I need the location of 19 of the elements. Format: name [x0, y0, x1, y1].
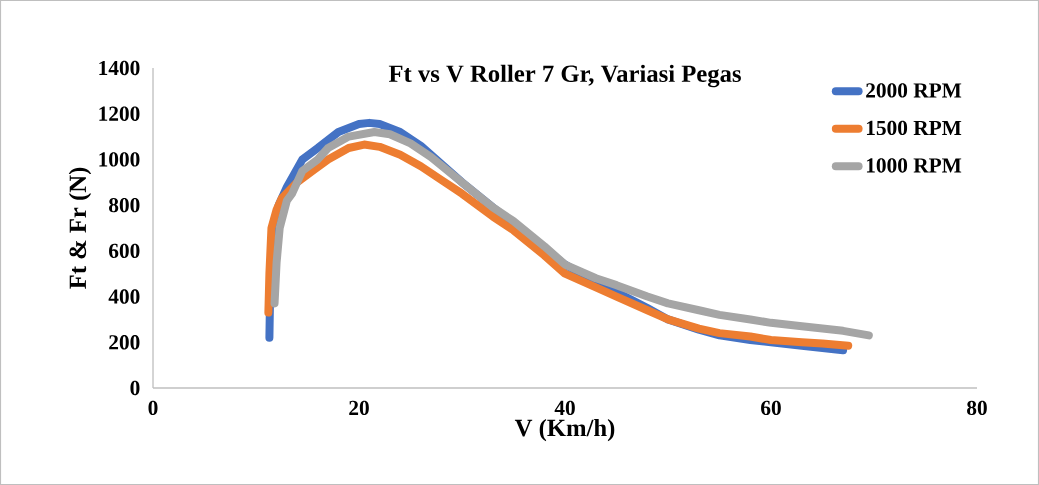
y-tick-label: 1400	[99, 60, 140, 76]
x-tick-label: 60	[761, 400, 781, 416]
y-tick-label: 200	[109, 335, 140, 350]
x-tick-label: 20	[349, 400, 369, 416]
y-tick-label: 400	[108, 289, 140, 304]
legend-label: 1000 RPM	[866, 158, 962, 173]
y-tick-label: 600	[109, 243, 140, 259]
x-tick-label: 80	[967, 400, 987, 416]
x-tick-label: 40	[554, 400, 575, 416]
y-tick-label: 1200	[99, 106, 140, 121]
y-tick-label: 0	[130, 380, 140, 396]
y-axis-title: Ft & Fr (N)	[68, 167, 92, 289]
y-tick-label: 1000	[99, 152, 140, 167]
chart-title: Ft vs V Roller 7 Gr, Variasi Pegas	[388, 64, 741, 88]
legend-label: 1500 RPM	[866, 120, 962, 136]
x-axis-title: V (Km/h)	[514, 418, 615, 442]
y-tick-label: 800	[109, 197, 140, 213]
legend-label: 2000 RPM	[866, 83, 962, 98]
x-tick-label: 0	[148, 400, 158, 416]
